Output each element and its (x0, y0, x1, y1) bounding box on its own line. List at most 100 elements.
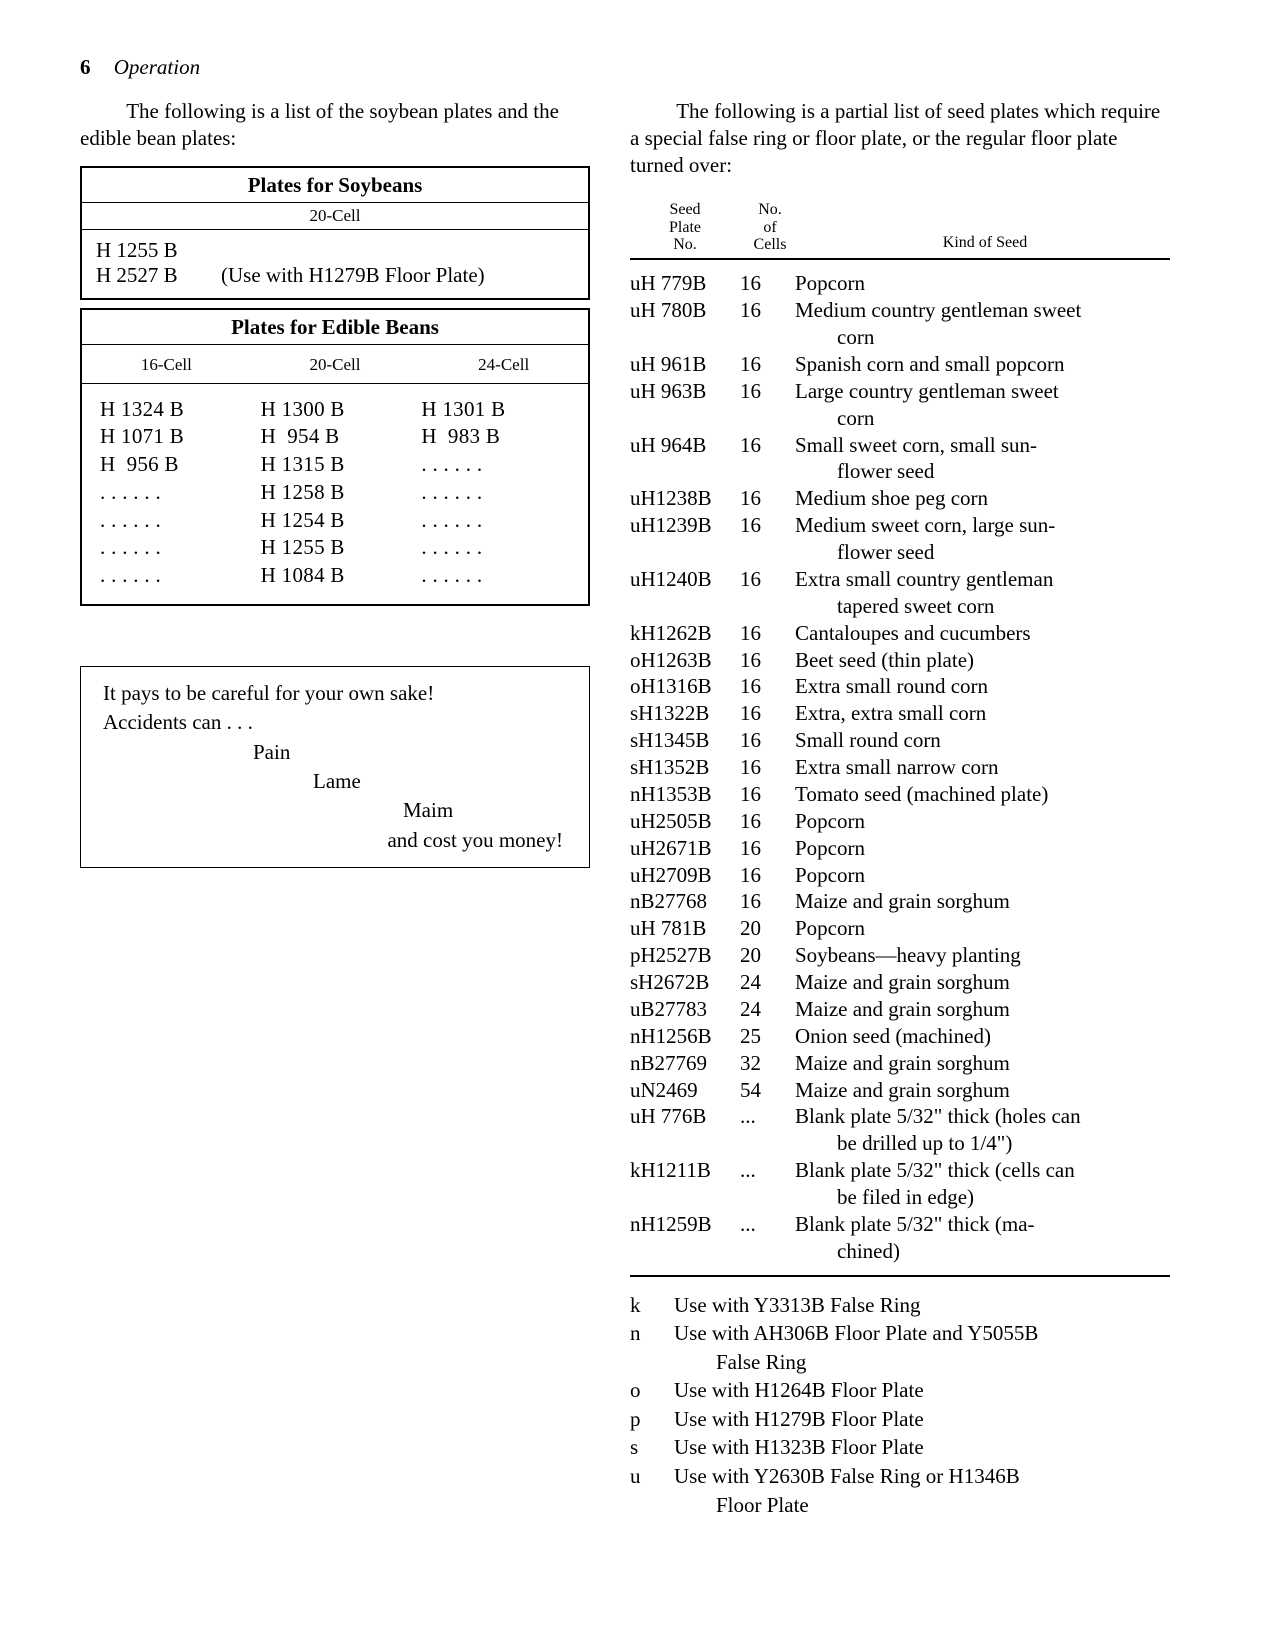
seed-plate-no: uH 781B (630, 915, 740, 942)
no-of-cells: 54 (740, 1077, 795, 1104)
no-of-cells: 16 (740, 512, 795, 539)
plate-code: H 1255 B (261, 534, 410, 562)
seed-row: uN246954Maize and grain sorghum (630, 1077, 1170, 1104)
no-of-cells: 16 (740, 727, 795, 754)
no-of-cells: ... (740, 1103, 795, 1130)
seed-plate-no: pH2527B (630, 942, 740, 969)
no-of-cells: 16 (740, 297, 795, 324)
kind-of-seed: Maize and grain sorghum (795, 888, 1170, 915)
safety-line: Accidents can . . . (103, 708, 571, 737)
footnote-key: p (630, 1405, 674, 1434)
kind-of-seed: Blank plate 5/32" thick (ma- (795, 1211, 1170, 1238)
seed-row: oH1263B16Beet seed (thin plate) (630, 647, 1170, 674)
two-column-layout: The following is a list of the soybean p… (80, 98, 1195, 1519)
footnote-text: Use with AH306B Floor Plate and Y5055B (674, 1319, 1170, 1348)
soy-body: H 1255 B H 2527 B (Use with H1279B Floor… (82, 230, 588, 298)
footnote-key (630, 1348, 674, 1377)
footnote-key (630, 1491, 674, 1520)
plate-code: H 956 B (100, 451, 249, 479)
plate-code: . . . . . . (421, 507, 570, 535)
document-page: 6 Operation The following is a list of t… (0, 0, 1275, 1650)
seed-plate-no: uH1240B (630, 566, 740, 593)
kind-of-seed: Medium shoe peg corn (795, 485, 1170, 512)
kind-of-seed: Blank plate 5/32" thick (cells can (795, 1157, 1170, 1184)
safety-word: Pain (103, 738, 571, 767)
kind-of-seed: corn (795, 405, 1170, 432)
plate-code: H 1255 B (96, 238, 221, 263)
seed-row: uH 961B16Spanish corn and small popcorn (630, 351, 1170, 378)
safety-word: Maim (103, 796, 571, 825)
soy-row: H 2527 B (Use with H1279B Floor Plate) (96, 263, 574, 288)
plate-code: H 1300 B (261, 396, 410, 424)
seed-row: nB2776816Maize and grain sorghum (630, 888, 1170, 915)
footnote-row: nUse with AH306B Floor Plate and Y5055B (630, 1319, 1170, 1348)
seed-plate-no: uH2709B (630, 862, 740, 889)
seed-row: sH1322B16Extra, extra small corn (630, 700, 1170, 727)
seed-row: uH 779B16Popcorn (630, 270, 1170, 297)
kind-of-seed: Medium country gentleman sweet (795, 297, 1170, 324)
no-of-cells: 24 (740, 969, 795, 996)
seed-row: uH1240B16Extra small country gentleman (630, 566, 1170, 593)
seed-row: uH2505B16Popcorn (630, 808, 1170, 835)
edible-title: Plates for Edible Beans (82, 310, 588, 345)
left-intro: The following is a list of the soybean p… (80, 98, 590, 152)
seed-row: uH 964B16Small sweet corn, small sun- (630, 432, 1170, 459)
seed-row: uB2778324Maize and grain sorghum (630, 996, 1170, 1023)
footnote-text: Use with H1279B Floor Plate (674, 1405, 1170, 1434)
edible-col: H 1324 BH 1071 BH 956 B. . . . . .. . . … (94, 396, 255, 590)
seed-row: nB2776932Maize and grain sorghum (630, 1050, 1170, 1077)
seed-row: corn (630, 324, 1170, 351)
page-number: 6 (80, 55, 91, 79)
plate-code: . . . . . . (421, 451, 570, 479)
soybean-plates-table: Plates for Soybeans 20-Cell H 1255 B H 2… (80, 166, 590, 300)
footnote-row: kUse with Y3313B False Ring (630, 1291, 1170, 1320)
seed-row: kH1211B...Blank plate 5/32" thick (cells… (630, 1157, 1170, 1184)
seed-row: sH1352B16Extra small narrow corn (630, 754, 1170, 781)
kind-of-seed: Maize and grain sorghum (795, 1077, 1170, 1104)
plate-code: . . . . . . (100, 562, 249, 590)
seed-row: flower seed (630, 458, 1170, 485)
kind-of-seed: Large country gentleman sweet (795, 378, 1170, 405)
seed-plate-no: uB27783 (630, 996, 740, 1023)
footnote-row: sUse with H1323B Floor Plate (630, 1433, 1170, 1462)
no-of-cells: 16 (740, 781, 795, 808)
seed-plate-no: oH1316B (630, 673, 740, 700)
no-of-cells: 16 (740, 700, 795, 727)
seed-table-rows: uH 779B16PopcornuH 780B16Medium country … (630, 260, 1170, 1276)
no-of-cells: 16 (740, 888, 795, 915)
seed-plate-no: uN2469 (630, 1077, 740, 1104)
th-seed-plate-no: Seed Plate No. (630, 201, 740, 255)
seed-row: sH2672B24Maize and grain sorghum (630, 969, 1170, 996)
footnote-key: s (630, 1433, 674, 1462)
seed-plate-no: kH1262B (630, 620, 740, 647)
footnote-text: False Ring (674, 1348, 1170, 1377)
no-of-cells: 32 (740, 1050, 795, 1077)
seed-plate-no: uH 776B (630, 1103, 740, 1130)
kind-of-seed: Extra, extra small corn (795, 700, 1170, 727)
plate-code: H 954 B (261, 423, 410, 451)
seed-plate-no: uH 964B (630, 432, 740, 459)
kind-of-seed: Maize and grain sorghum (795, 1050, 1170, 1077)
soy-title: Plates for Soybeans (82, 168, 588, 203)
kind-of-seed: Popcorn (795, 915, 1170, 942)
kind-of-seed: corn (795, 324, 1170, 351)
seed-plate-no: nH1259B (630, 1211, 740, 1238)
edible-col: H 1301 BH 983 B. . . . . .. . . . . .. .… (415, 396, 576, 590)
footnote-row: False Ring (630, 1348, 1170, 1377)
footnote-key: n (630, 1319, 674, 1348)
seed-row: be filed in edge) (630, 1184, 1170, 1211)
footnote-text: Use with Y3313B False Ring (674, 1291, 1170, 1320)
plate-code: . . . . . . (100, 534, 249, 562)
footnote-text: Use with Y2630B False Ring or H1346B (674, 1462, 1170, 1491)
plate-note: (Use with H1279B Floor Plate) (221, 263, 574, 288)
safety-word: Lame (103, 767, 571, 796)
no-of-cells: ... (740, 1157, 795, 1184)
plate-code: H 1254 B (261, 507, 410, 535)
kind-of-seed: Soybeans—heavy planting (795, 942, 1170, 969)
seed-row: chined) (630, 1238, 1170, 1265)
seed-plate-no: uH 780B (630, 297, 740, 324)
seed-plate-no: uH1239B (630, 512, 740, 539)
page-header: 6 Operation (80, 55, 1195, 80)
no-of-cells: ... (740, 1211, 795, 1238)
seed-row: uH1239B16Medium sweet corn, large sun- (630, 512, 1170, 539)
